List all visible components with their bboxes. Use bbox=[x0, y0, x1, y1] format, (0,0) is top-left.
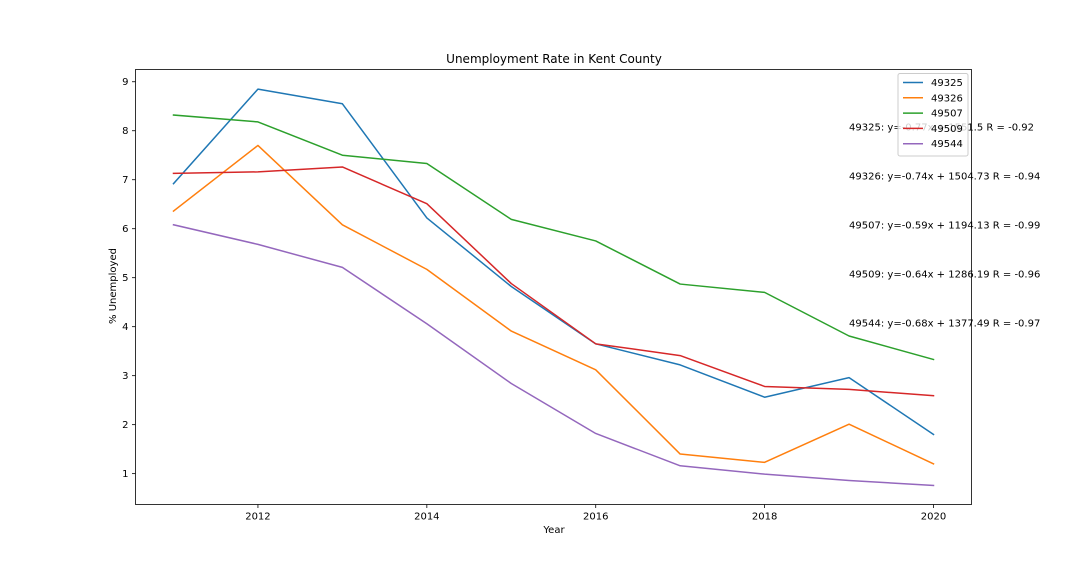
series-line-49544 bbox=[172, 223, 935, 487]
x-tick-label: 2016 bbox=[583, 512, 608, 523]
x-tick-label: 2020 bbox=[921, 512, 946, 523]
legend-label-49507: 49507 bbox=[931, 109, 963, 120]
legend-label-49544: 49544 bbox=[931, 139, 963, 150]
series-layer bbox=[172, 88, 935, 487]
chart-title: Unemployment Rate in Kent County bbox=[446, 52, 662, 66]
y-tick-label: 7 bbox=[122, 175, 128, 186]
annotation-text: 49326: y=-0.74x + 1504.73 R = -0.94 bbox=[849, 172, 1040, 183]
series-line-49509 bbox=[172, 166, 935, 397]
legend-label-49509: 49509 bbox=[931, 124, 963, 135]
y-tick-label: 3 bbox=[122, 371, 128, 382]
y-axis-title: % Unemployed bbox=[108, 248, 119, 324]
x-tick-label: 2012 bbox=[245, 512, 270, 523]
series-line-49325 bbox=[172, 88, 935, 436]
x-tick-label: 2018 bbox=[752, 512, 777, 523]
y-tick-label: 6 bbox=[122, 224, 128, 235]
x-axis: 2012 2014 2016 2018 2020 bbox=[245, 504, 946, 523]
y-tick-label: 4 bbox=[122, 322, 128, 333]
x-tick-label: 2014 bbox=[414, 512, 439, 523]
annotation-text: 49507: y=-0.59x + 1194.13 R = -0.99 bbox=[849, 221, 1040, 232]
legend-box bbox=[897, 73, 969, 157]
series-line-49326 bbox=[172, 144, 935, 465]
legend-label-49326: 49326 bbox=[931, 93, 963, 104]
annotation-text: 49509: y=-0.64x + 1286.19 R = -0.96 bbox=[849, 270, 1040, 281]
legend: 49325 49326 49507 49509 49544 bbox=[897, 73, 969, 157]
series-line-49507 bbox=[172, 114, 935, 361]
plot-frame bbox=[135, 69, 972, 505]
x-axis-title: Year bbox=[542, 525, 565, 536]
y-tick-label: 2 bbox=[122, 420, 128, 431]
y-axis: 1 2 3 4 5 6 7 8 9 bbox=[122, 77, 136, 480]
legend-label-49325: 49325 bbox=[931, 78, 963, 89]
y-tick-label: 9 bbox=[122, 77, 128, 88]
y-tick-label: 1 bbox=[122, 469, 128, 480]
y-tick-label: 5 bbox=[122, 273, 128, 284]
y-tick-label: 8 bbox=[122, 126, 128, 137]
annotation-text: 49544: y=-0.68x + 1377.49 R = -0.97 bbox=[849, 319, 1040, 330]
